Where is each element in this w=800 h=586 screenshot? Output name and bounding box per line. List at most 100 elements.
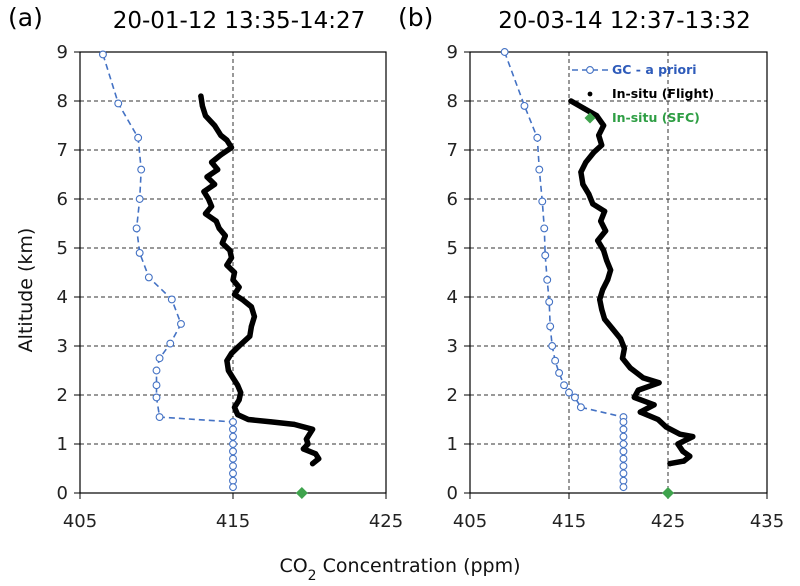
gc-a-priori-point [137, 165, 146, 174]
in-situ-flight-point [306, 431, 313, 437]
in-situ-flight-point [583, 159, 589, 165]
y-tick-label: 2 [57, 385, 68, 406]
gc-a-priori-point [229, 454, 237, 463]
y-axis-label: Altitude (km) [15, 228, 37, 353]
in-situ-flight-point [597, 296, 603, 303]
gc-a-priori-point [560, 381, 568, 390]
in-situ-flight-point [677, 431, 683, 437]
in-situ-flight-point [627, 365, 633, 371]
in-situ-flight-point [596, 132, 602, 138]
in-situ-flight-point [236, 343, 242, 349]
in-situ-flight-point [204, 174, 210, 180]
legend-label: GC - a priori [612, 62, 697, 77]
in-situ-flight-point [578, 169, 584, 175]
gc-a-priori-point [565, 388, 573, 397]
in-situ-flight-point [609, 326, 616, 332]
in-situ-flight-point [208, 203, 215, 209]
x-tick-label: 405 [453, 511, 487, 532]
in-situ-flight-point [619, 355, 626, 361]
in-situ-flight-point [227, 247, 233, 254]
in-situ-flight-point [581, 105, 587, 111]
gc-a-priori-point [135, 248, 144, 257]
gc-a-priori-point [167, 295, 176, 304]
in-situ-flight-point [655, 416, 661, 423]
in-situ-flight-point [202, 113, 209, 119]
y-tick-label: 1 [447, 434, 458, 455]
gc-a-priori-point [619, 425, 628, 434]
in-situ-flight-point [228, 350, 235, 356]
gc-a-priori-point [543, 275, 552, 284]
gc-a-priori-point [538, 197, 547, 206]
in-situ-flight-point [635, 387, 641, 393]
in-situ-flight-point [215, 167, 221, 173]
gc-a-priori-point [619, 483, 628, 492]
in-situ-flight-point [605, 277, 611, 283]
series-line-gc-a-priori [503, 51, 625, 488]
in-situ-flight-point [291, 421, 297, 427]
in-situ-flight-point [617, 336, 624, 342]
y-tick-label: 8 [447, 91, 458, 112]
in-situ-flight-point [224, 262, 230, 268]
in-situ-flight-point [230, 277, 236, 283]
in-situ-flight-point [224, 137, 230, 143]
gc-a-priori-point [619, 462, 628, 470]
legend-item: GC - a priori [572, 62, 697, 77]
gc-a-priori-point [570, 393, 579, 402]
in-situ-flight-point [602, 208, 608, 214]
in-situ-flight-point [199, 103, 205, 109]
in-situ-flight-point [202, 211, 209, 217]
in-situ-flight-point [663, 424, 669, 430]
in-situ-flight-point [604, 257, 610, 263]
in-situ-flight-point [248, 323, 254, 329]
in-situ-flight-point [631, 394, 637, 401]
in-situ-flight-point [599, 142, 605, 148]
legend-label: In-situ (Flight) [612, 86, 714, 101]
in-situ-sfc-point [662, 487, 674, 499]
in-situ-flight-point [309, 426, 316, 432]
in-situ-flight-point [591, 149, 597, 156]
gc-a-priori-point [229, 476, 237, 485]
in-situ-flight-point [687, 453, 693, 459]
series-line-gc-a-priori [102, 54, 234, 488]
gc-a-priori-point [114, 99, 123, 108]
x-tick-label: 425 [651, 511, 685, 532]
in-situ-flight-point [222, 233, 228, 239]
in-situ-flight-point [303, 436, 310, 442]
gc-a-priori-point [135, 195, 144, 203]
legend-dot-icon [587, 91, 593, 97]
y-tick-label: 4 [447, 287, 458, 308]
gc-a-priori-point [619, 432, 628, 441]
gc-a-priori-point [152, 393, 161, 402]
gc-a-priori-point [229, 483, 237, 492]
in-situ-flight-point [230, 375, 236, 381]
in-situ-flight-point [316, 456, 322, 462]
y-tick-label: 4 [57, 287, 68, 308]
gc-a-priori-point [152, 381, 161, 390]
series-line-in-situ-flight [568, 98, 696, 467]
in-situ-flight-point [238, 389, 244, 396]
gc-a-priori-point [155, 413, 164, 421]
gc-a-priori-point [229, 425, 237, 434]
x-tick-label: 415 [216, 511, 250, 532]
in-situ-flight-point [601, 122, 607, 129]
y-tick-label: 7 [447, 140, 458, 161]
in-situ-flight-point [231, 404, 238, 410]
gc-a-priori-point [619, 447, 628, 456]
gc-a-priori-point [500, 48, 509, 56]
x-tick-label: 435 [750, 511, 784, 532]
legend-item: In-situ (Flight) [587, 86, 714, 101]
in-situ-flight-point [234, 382, 241, 388]
in-situ-flight-point [681, 458, 687, 464]
y-tick-label: 5 [447, 238, 458, 259]
plot-frame [469, 51, 768, 494]
in-situ-flight-point [603, 228, 609, 234]
in-situ-flight-point [219, 240, 225, 246]
gc-a-priori-point [132, 224, 141, 233]
legend: GC - a priori In-situ (Flight) In-situ (SF… [572, 62, 714, 125]
in-situ-flight-point [208, 159, 215, 165]
gc-a-priori-point [545, 297, 554, 306]
in-situ-flight-point [247, 333, 253, 339]
in-situ-sfc-point [295, 487, 308, 499]
in-situ-flight-point [228, 255, 235, 261]
in-situ-flight-point [236, 284, 242, 290]
